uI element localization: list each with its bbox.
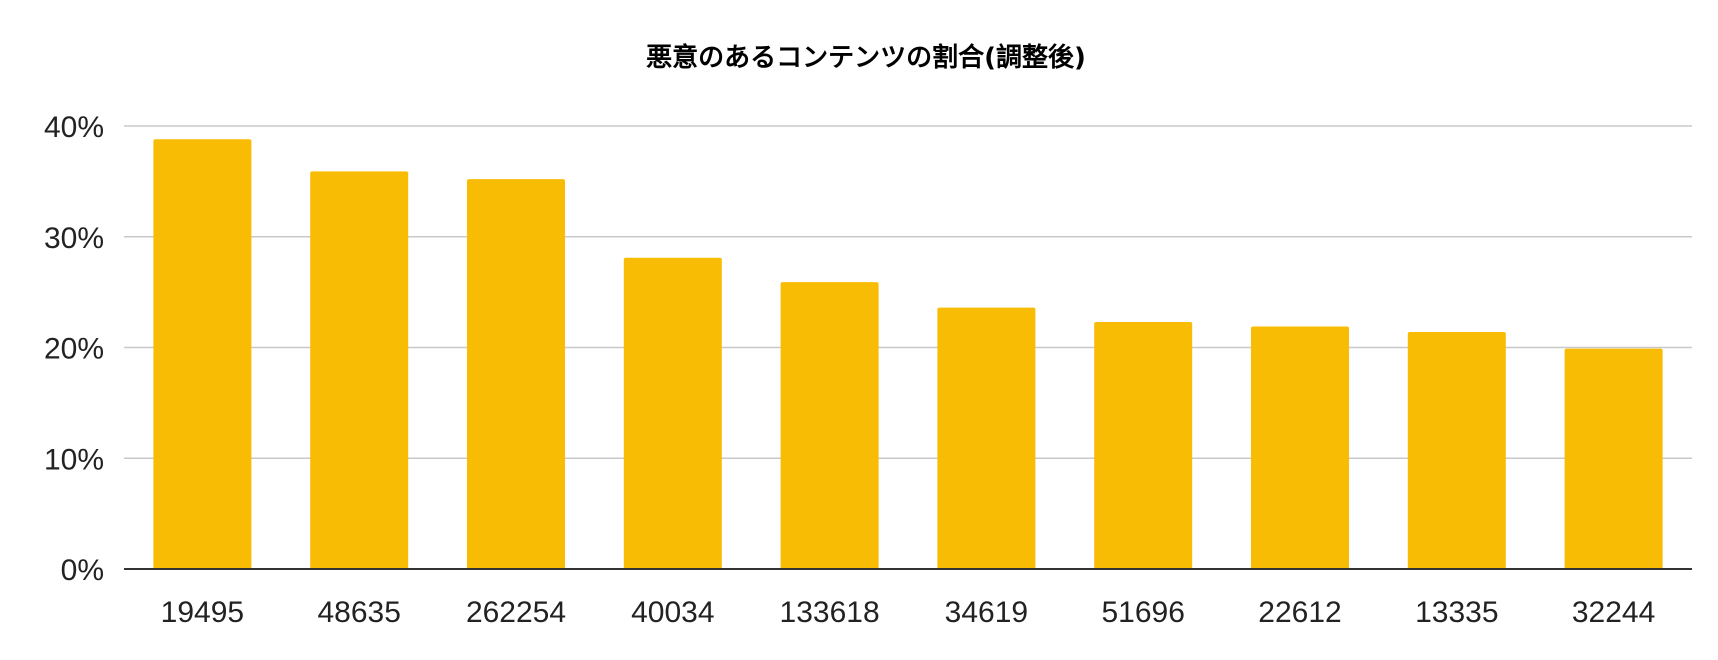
x-tick-label: 22612 bbox=[1258, 596, 1341, 629]
bar bbox=[1094, 322, 1193, 569]
bars bbox=[153, 139, 1663, 570]
y-axis-tick-labels: 0% 10% 20% 30% 40% bbox=[44, 111, 104, 587]
x-tick-label: 40034 bbox=[631, 596, 714, 629]
bar bbox=[310, 171, 409, 569]
x-tick-label: 13335 bbox=[1415, 596, 1498, 629]
chart-title: 悪意のあるコンテンツの割合(調整後) bbox=[646, 42, 1086, 73]
y-tick-label: 0% bbox=[61, 554, 104, 587]
x-tick-label: 19495 bbox=[161, 596, 244, 629]
bar bbox=[467, 179, 565, 569]
x-tick-label: 48635 bbox=[317, 596, 400, 629]
x-tick-label: 262254 bbox=[466, 596, 566, 629]
bar bbox=[153, 139, 252, 570]
x-axis-tick-labels: 19495 48635 262254 40034 133618 34619 51696 226… bbox=[161, 596, 1656, 629]
bar bbox=[1407, 331, 1506, 569]
bar bbox=[623, 257, 722, 569]
x-tick-label: 32244 bbox=[1572, 596, 1655, 629]
y-tick-label: 30% bbox=[44, 222, 104, 255]
bar bbox=[937, 307, 1036, 569]
bar bbox=[1564, 348, 1663, 569]
y-tick-label: 10% bbox=[44, 443, 104, 476]
y-tick-label: 20% bbox=[44, 333, 104, 366]
x-tick-label: 34619 bbox=[945, 596, 1028, 629]
y-tick-label: 40% bbox=[44, 111, 104, 144]
bar bbox=[780, 282, 879, 569]
x-tick-label: 133618 bbox=[780, 596, 880, 629]
x-tick-label: 51696 bbox=[1101, 596, 1184, 629]
bar bbox=[1251, 326, 1349, 569]
